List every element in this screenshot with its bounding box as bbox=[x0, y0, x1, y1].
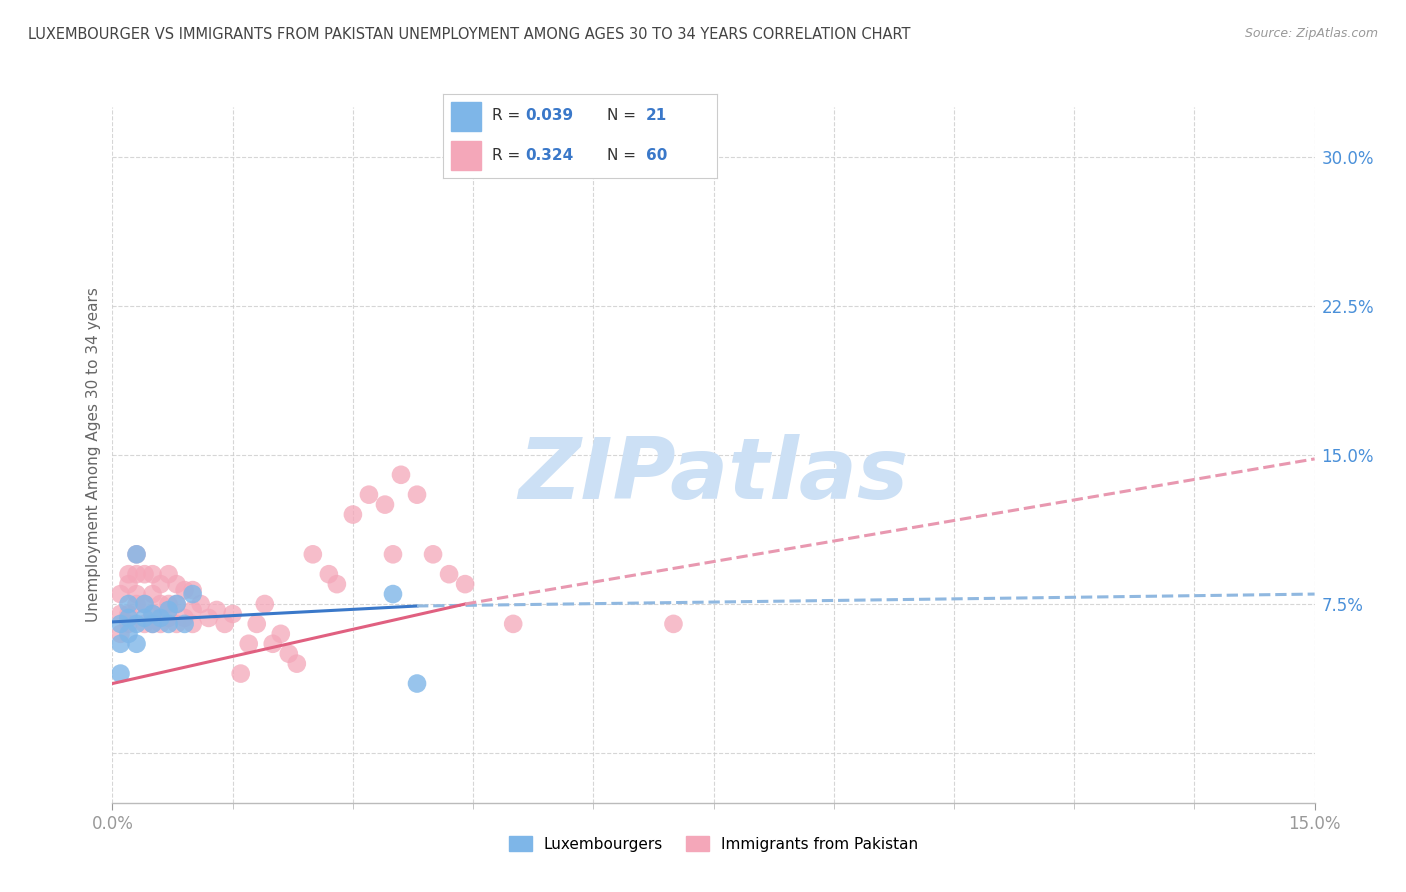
Point bbox=[117, 567, 139, 582]
Point bbox=[117, 607, 139, 621]
Point bbox=[422, 547, 444, 561]
Point bbox=[141, 616, 163, 631]
Point bbox=[253, 597, 276, 611]
Point bbox=[205, 603, 228, 617]
Point bbox=[157, 603, 180, 617]
Point bbox=[157, 616, 180, 631]
Point bbox=[110, 587, 132, 601]
Point bbox=[110, 637, 132, 651]
Point bbox=[117, 577, 139, 591]
Point bbox=[117, 627, 139, 641]
Point bbox=[134, 597, 156, 611]
Text: 60: 60 bbox=[645, 148, 668, 163]
Point bbox=[149, 597, 172, 611]
Point bbox=[437, 567, 460, 582]
Point bbox=[134, 616, 156, 631]
Point bbox=[149, 616, 172, 631]
Point bbox=[238, 637, 260, 651]
Point bbox=[326, 577, 349, 591]
Point bbox=[157, 611, 180, 625]
Point bbox=[214, 616, 236, 631]
Text: 0.324: 0.324 bbox=[526, 148, 574, 163]
Point bbox=[157, 567, 180, 582]
Bar bbox=[451, 141, 481, 169]
Text: N =: N = bbox=[607, 148, 641, 163]
Point bbox=[110, 627, 132, 641]
Point bbox=[125, 587, 148, 601]
Point bbox=[125, 547, 148, 561]
Text: R =: R = bbox=[492, 148, 526, 163]
Point bbox=[134, 567, 156, 582]
Point bbox=[181, 603, 204, 617]
Point bbox=[141, 607, 163, 621]
Text: R =: R = bbox=[492, 108, 526, 123]
Point bbox=[357, 488, 380, 502]
Point bbox=[117, 597, 139, 611]
Point bbox=[181, 583, 204, 598]
Point bbox=[110, 607, 132, 621]
Point bbox=[166, 597, 188, 611]
Y-axis label: Unemployment Among Ages 30 to 34 years: Unemployment Among Ages 30 to 34 years bbox=[86, 287, 101, 623]
Point bbox=[382, 587, 405, 601]
Point bbox=[246, 616, 269, 631]
Point bbox=[117, 616, 139, 631]
Point bbox=[141, 567, 163, 582]
Point bbox=[110, 666, 132, 681]
Point bbox=[173, 583, 195, 598]
Point bbox=[173, 616, 195, 631]
Point bbox=[389, 467, 412, 482]
Point bbox=[141, 616, 163, 631]
Point bbox=[141, 587, 163, 601]
Point bbox=[141, 607, 163, 621]
Point bbox=[181, 587, 204, 601]
Point bbox=[270, 627, 292, 641]
Point bbox=[166, 577, 188, 591]
Point bbox=[318, 567, 340, 582]
Text: 21: 21 bbox=[645, 108, 666, 123]
Point bbox=[110, 616, 132, 631]
Point bbox=[190, 597, 212, 611]
Point bbox=[197, 611, 219, 625]
Point bbox=[125, 616, 148, 631]
Point bbox=[502, 616, 524, 631]
Point bbox=[125, 637, 148, 651]
Point bbox=[406, 488, 429, 502]
Point bbox=[406, 676, 429, 690]
Point bbox=[117, 611, 139, 625]
Point bbox=[229, 666, 252, 681]
Point bbox=[166, 616, 188, 631]
Point bbox=[157, 597, 180, 611]
Point bbox=[134, 597, 156, 611]
Point bbox=[222, 607, 245, 621]
Text: 0.039: 0.039 bbox=[526, 108, 574, 123]
Bar bbox=[451, 103, 481, 131]
Point bbox=[277, 647, 299, 661]
Point bbox=[662, 616, 685, 631]
Point bbox=[285, 657, 308, 671]
Point bbox=[166, 597, 188, 611]
Point bbox=[302, 547, 325, 561]
Legend: Luxembourgers, Immigrants from Pakistan: Luxembourgers, Immigrants from Pakistan bbox=[503, 830, 924, 858]
Point bbox=[374, 498, 396, 512]
Point bbox=[125, 597, 148, 611]
Point bbox=[149, 577, 172, 591]
Point bbox=[173, 611, 195, 625]
Text: LUXEMBOURGER VS IMMIGRANTS FROM PAKISTAN UNEMPLOYMENT AMONG AGES 30 TO 34 YEARS : LUXEMBOURGER VS IMMIGRANTS FROM PAKISTAN… bbox=[28, 27, 911, 42]
Point bbox=[181, 616, 204, 631]
Text: N =: N = bbox=[607, 108, 641, 123]
Point bbox=[134, 611, 156, 625]
Point bbox=[125, 547, 148, 561]
Point bbox=[454, 577, 477, 591]
Point bbox=[382, 547, 405, 561]
Text: Source: ZipAtlas.com: Source: ZipAtlas.com bbox=[1244, 27, 1378, 40]
Point bbox=[262, 637, 284, 651]
Text: ZIPatlas: ZIPatlas bbox=[519, 434, 908, 517]
Point bbox=[149, 611, 172, 625]
Point bbox=[342, 508, 364, 522]
Point bbox=[125, 567, 148, 582]
